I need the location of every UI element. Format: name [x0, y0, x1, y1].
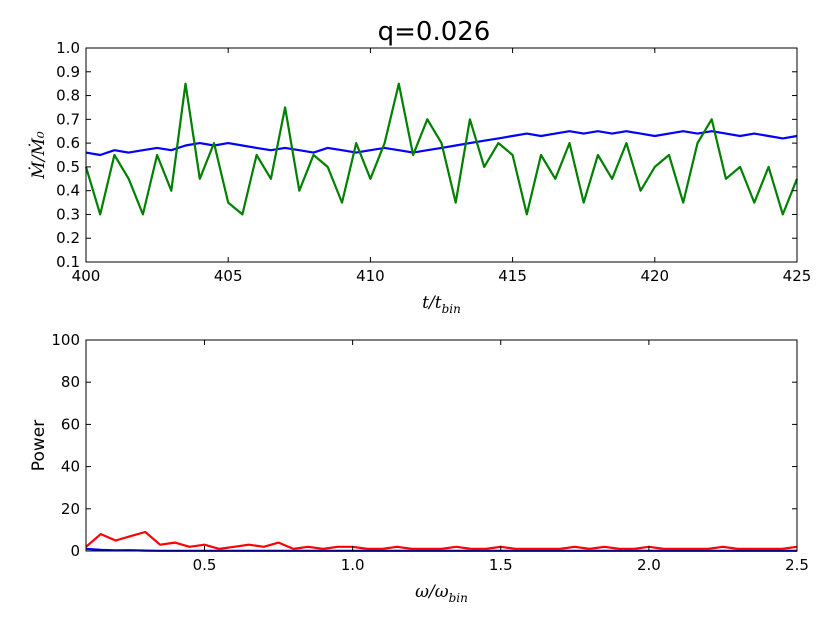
x-axis-label-sub: bin	[442, 302, 461, 316]
x-tick-label: 2.0	[637, 556, 661, 574]
y-tick-label: 0.4	[56, 182, 80, 200]
y-tick-label: 0.6	[56, 134, 80, 152]
y-tick-label: 0.3	[56, 205, 80, 223]
y-tick-label: 20	[61, 500, 80, 518]
x-axis-label: ω/ωbin	[415, 582, 468, 605]
y-tick-label: 0	[70, 542, 80, 560]
x-tick-label: 405	[214, 267, 243, 285]
x-axis-label-sub: bin	[449, 591, 468, 605]
y-tick-label: 1.0	[56, 39, 80, 57]
y-tick-label: 0.5	[56, 158, 80, 176]
y-tick-label: 100	[51, 331, 80, 349]
line	[85, 530, 798, 550]
x-tick-label: 420	[640, 267, 669, 285]
x-tick-label: 410	[356, 267, 385, 285]
x-tick-label: 425	[783, 267, 812, 285]
y-tick-label: 0.8	[56, 87, 80, 105]
axes-frame	[85, 47, 798, 263]
chart-title: q=0.026	[378, 17, 491, 47]
y-axis-label: Power	[29, 420, 49, 471]
y-tick-label: 0.9	[56, 63, 80, 81]
x-tick-label: 400	[72, 267, 101, 285]
y-tick-label: 0.2	[56, 229, 80, 247]
x-axis-label-main: ω/ω	[415, 582, 449, 602]
x-tick-label: 415	[498, 267, 527, 285]
x-tick-label: 1.0	[341, 556, 365, 574]
line	[84, 82, 799, 216]
y-tick-label: 60	[61, 415, 80, 433]
y-tick-label: 0.1	[56, 253, 80, 271]
line	[85, 130, 798, 157]
y-tick-label: 40	[61, 458, 80, 476]
x-tick-label: 2.5	[785, 556, 809, 574]
x-tick-label: 0.5	[193, 556, 217, 574]
x-axis-label-main: t/t	[422, 293, 442, 313]
y-tick-label: 80	[61, 373, 80, 391]
y-axis-label: Ṁ/Ṁ₀	[28, 131, 49, 180]
x-axis-label: t/tbin	[422, 293, 461, 316]
x-tick-label: 1.5	[489, 556, 513, 574]
y-tick-label: 0.7	[56, 110, 80, 128]
axes-frame	[85, 339, 798, 552]
